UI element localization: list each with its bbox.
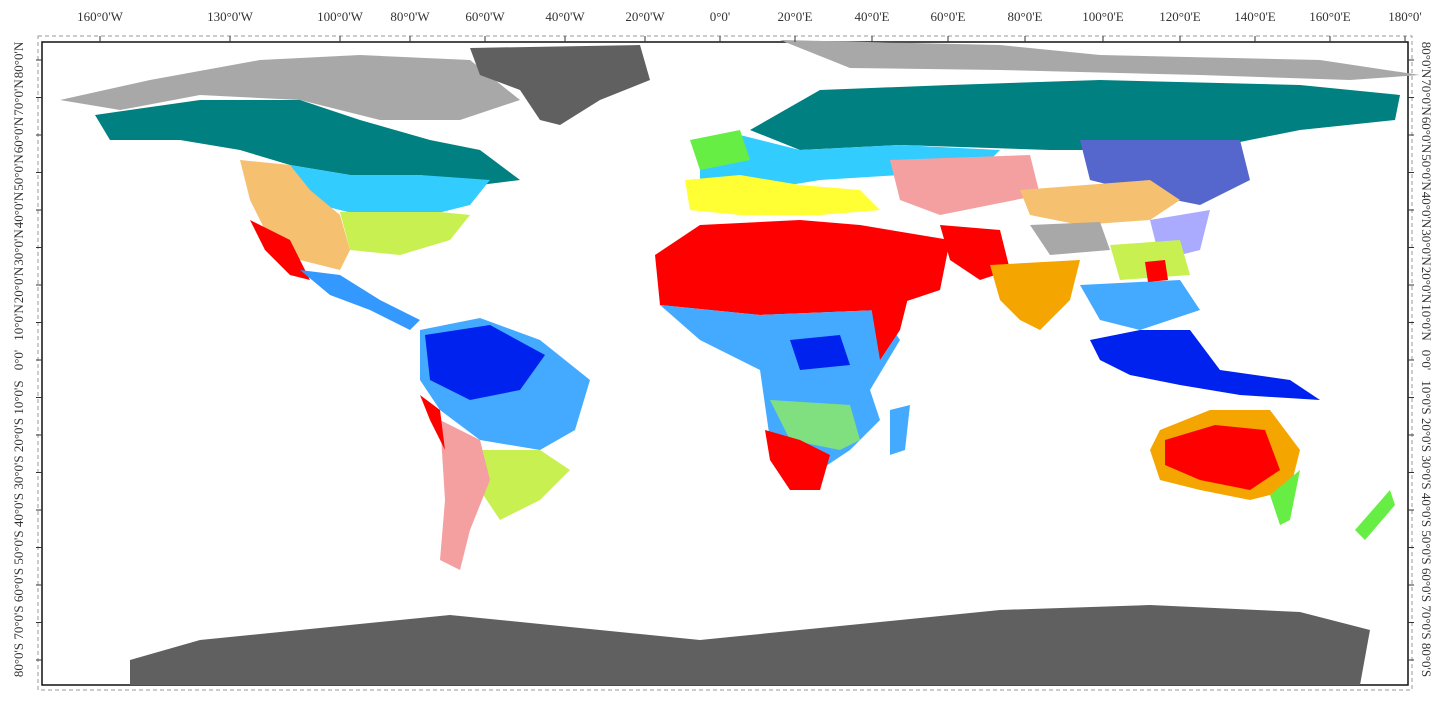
longitude-label: 20°0'E bbox=[778, 9, 813, 24]
latitude-label: 0°0' bbox=[11, 350, 26, 371]
longitude-label: 40°0'W bbox=[545, 9, 585, 24]
latitude-label: 20°0'N bbox=[1419, 267, 1434, 304]
latitude-label: 40°0'N bbox=[1419, 192, 1434, 229]
latitude-label: 80°0'S bbox=[1419, 643, 1434, 677]
latitude-label: 20°0'S bbox=[1419, 418, 1434, 452]
rainforest bbox=[425, 325, 545, 400]
steppe bbox=[240, 160, 350, 270]
savanna bbox=[300, 270, 420, 330]
cold-dry-winter bbox=[1080, 140, 1250, 205]
cold-steppe bbox=[890, 155, 1040, 215]
mediterranean bbox=[685, 175, 880, 215]
cold-humid bbox=[700, 135, 1000, 190]
longitude-label: 100°0'W bbox=[317, 9, 364, 24]
desert bbox=[655, 220, 950, 315]
longitude-label: 120°0'E bbox=[1159, 9, 1201, 24]
tundra bbox=[780, 40, 1420, 80]
latitude-label: 40°0'N bbox=[11, 191, 26, 228]
latitude-label: 30°0'N bbox=[11, 229, 26, 266]
latitude-label: 80°0'N bbox=[1419, 42, 1434, 79]
desert bbox=[1145, 260, 1168, 282]
latitude-label: 70°0'S bbox=[11, 605, 26, 639]
desert bbox=[420, 395, 445, 450]
latitude-label: 10°0'N bbox=[1419, 304, 1434, 341]
temperate bbox=[340, 212, 470, 255]
tundra bbox=[60, 55, 520, 120]
subtropical bbox=[770, 400, 860, 450]
longitude-label: 80°0'E bbox=[1008, 9, 1043, 24]
longitude-label: 40°0'E bbox=[855, 9, 890, 24]
latitude-label: 60°0'N bbox=[11, 116, 26, 153]
latitude-label: 50°0'S bbox=[11, 530, 26, 564]
latitude-label: 50°0'N bbox=[1419, 154, 1434, 191]
latitude-label: 40°0'S bbox=[1419, 493, 1434, 527]
longitude-label: 60°0'W bbox=[465, 9, 505, 24]
ice bbox=[470, 45, 650, 125]
latitude-label: 80°0'N bbox=[11, 41, 26, 78]
latitude-label: 60°0'N bbox=[1419, 117, 1434, 154]
boreal bbox=[750, 80, 1400, 150]
latitude-label: 40°0'S bbox=[11, 493, 26, 527]
desert bbox=[765, 430, 830, 490]
hot-steppe bbox=[990, 260, 1080, 330]
latitude-label: 60°0'S bbox=[1419, 568, 1434, 602]
outer-frame bbox=[37, 35, 1413, 691]
longitude-label: 80°0'W bbox=[390, 9, 430, 24]
desert bbox=[250, 220, 310, 280]
longitude-label: 60°0'E bbox=[931, 9, 966, 24]
desert bbox=[1165, 425, 1280, 490]
latitude-label: 30°0'S bbox=[1419, 455, 1434, 489]
longitude-label: 180°0' bbox=[1388, 9, 1422, 24]
oceanic bbox=[690, 130, 750, 170]
latitude-label: 30°0'N bbox=[1419, 229, 1434, 266]
latitude-label: 20°0'S bbox=[11, 418, 26, 452]
latitude-label: 20°0'N bbox=[11, 266, 26, 303]
cold-humid bbox=[290, 165, 490, 215]
latitude-label: 50°0'S bbox=[1419, 530, 1434, 564]
latitude-label: 10°0'S bbox=[11, 380, 26, 414]
latitude-label: 60°0'S bbox=[11, 568, 26, 602]
savanna bbox=[890, 405, 910, 455]
rainforest bbox=[790, 335, 850, 370]
cold-steppe bbox=[440, 420, 490, 570]
longitude-label: 130°0'W bbox=[207, 9, 254, 24]
highland bbox=[1030, 222, 1110, 255]
longitude-label: 160°0'E bbox=[1309, 9, 1351, 24]
latitude-label: 70°0'N bbox=[11, 79, 26, 116]
oceanic bbox=[1270, 470, 1300, 525]
ice bbox=[130, 605, 1370, 685]
latitude-label: 80°0'S bbox=[11, 643, 26, 677]
oceanic bbox=[1355, 490, 1395, 540]
latitude-label: 10°0'S bbox=[1419, 380, 1434, 414]
latitude-label: 0°0' bbox=[1419, 350, 1434, 371]
land bbox=[60, 40, 1420, 685]
temperate bbox=[1110, 240, 1190, 280]
longitude-label: 0°0' bbox=[710, 9, 731, 24]
latitude-label: 70°0'S bbox=[1419, 605, 1434, 639]
desert bbox=[870, 290, 910, 360]
latitude-label: 50°0'N bbox=[11, 154, 26, 191]
boreal bbox=[95, 100, 520, 185]
temperate bbox=[480, 450, 570, 520]
longitude-label: 160°0'W bbox=[77, 9, 124, 24]
longitude-label: 100°0'E bbox=[1082, 9, 1124, 24]
rainforest bbox=[1090, 330, 1320, 400]
steppe bbox=[1020, 180, 1180, 225]
longitude-label: 140°0'E bbox=[1234, 9, 1276, 24]
savanna bbox=[1080, 280, 1200, 330]
latitude-label: 10°0'N bbox=[11, 304, 26, 341]
longitude-label: 20°0'W bbox=[625, 9, 665, 24]
latitude-label: 70°0'N bbox=[1419, 79, 1434, 116]
latitude-label: 30°0'S bbox=[11, 455, 26, 489]
